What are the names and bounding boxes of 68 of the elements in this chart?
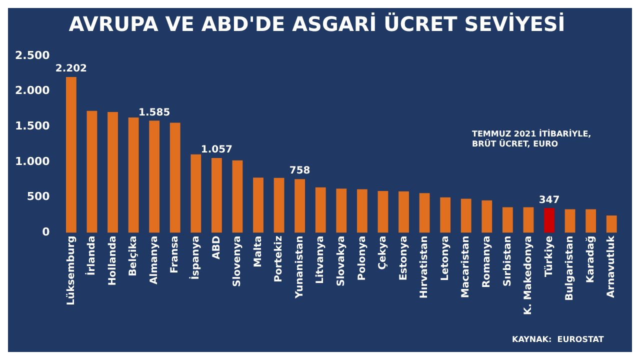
bar — [211, 158, 222, 233]
bar — [232, 160, 243, 233]
annotation: TEMMUZ 2021 İTİBARİYLE, BRÜT ÜCRET, EURO — [472, 128, 592, 148]
bar — [66, 77, 76, 233]
x-tick-label: Arnavutluk — [606, 235, 618, 298]
x-tick-label: Türkiye — [544, 235, 555, 278]
x-tick-label: Hollanda — [107, 236, 118, 286]
y-tick-label: 500 — [26, 190, 50, 204]
bar — [274, 178, 284, 233]
x-tick-label: Lüksemburg — [66, 236, 77, 306]
data-label: 758 — [289, 166, 310, 177]
x-tick-label: Sırbistan — [502, 236, 514, 286]
x-tick-label: Litvanya — [315, 236, 326, 284]
x-tick-label: Estonya — [398, 236, 410, 281]
x-tick-label: Fransa — [170, 236, 181, 274]
x-tick-label: Slovakya — [336, 236, 347, 286]
bar — [86, 110, 98, 233]
x-tick-label: Yunanistan — [294, 236, 306, 300]
x-tick-label: Almanya — [148, 236, 160, 284]
bar — [294, 179, 306, 233]
data-label: 2.202 — [55, 64, 88, 75]
bar — [128, 117, 139, 233]
x-tick-label: Karadağ — [585, 236, 596, 283]
bar — [586, 209, 596, 233]
bar — [419, 193, 430, 233]
x-tick-label: Çekya — [378, 236, 389, 270]
x-tick-label: Letonya — [440, 236, 451, 281]
chart-title: AVRUPA VE ABD'DE ASGARİ ÜCRET SEVİYESİ — [68, 12, 566, 36]
x-tick-label: ABD — [211, 236, 222, 260]
bar — [523, 207, 534, 233]
x-tick-label: Slovenya — [232, 236, 244, 287]
text: KAYNAK: EUROSTAT — [512, 335, 604, 344]
bar — [460, 198, 472, 233]
data-label: 347 — [538, 194, 560, 206]
x-tick-label: Polonya — [356, 236, 368, 281]
x-tick-label: İrlanda — [84, 236, 98, 276]
x-tick-label: Macaristan — [460, 236, 472, 298]
bar — [149, 120, 160, 233]
bar — [502, 207, 513, 233]
y-tick-label: 1.000 — [14, 154, 50, 168]
x-tick-label: Hırvatistan — [419, 236, 430, 299]
y-tick-label: 2.000 — [14, 84, 50, 98]
bar — [606, 216, 617, 233]
bar — [190, 154, 202, 233]
x-tick-label: Malta — [252, 236, 264, 268]
bar — [482, 200, 492, 233]
x-tick-label: Bulgaristan — [564, 236, 576, 301]
x-tick-label: K. Makedonya — [523, 236, 534, 316]
bar — [315, 187, 326, 233]
x-tick-label: Romanya — [481, 236, 492, 288]
bar — [544, 208, 554, 233]
y-tick-label: 1.500 — [14, 120, 50, 133]
bar — [108, 112, 118, 233]
bar — [253, 178, 264, 233]
bar — [564, 209, 576, 233]
x-tick-label: İspanya — [188, 236, 202, 280]
bar — [336, 188, 347, 233]
x-tick-label: Belçika — [128, 236, 140, 276]
bar — [398, 191, 409, 233]
y-tick-label: 0 — [42, 226, 50, 239]
y-tick-label: 2.500 — [14, 48, 50, 62]
data-label: 1.057 — [200, 144, 233, 156]
x-tick-label: Portekiz — [274, 236, 285, 282]
bar — [170, 122, 180, 233]
data-label: 1.585 — [138, 107, 170, 118]
bar — [356, 189, 368, 233]
bar — [440, 197, 451, 233]
bar — [378, 190, 388, 233]
